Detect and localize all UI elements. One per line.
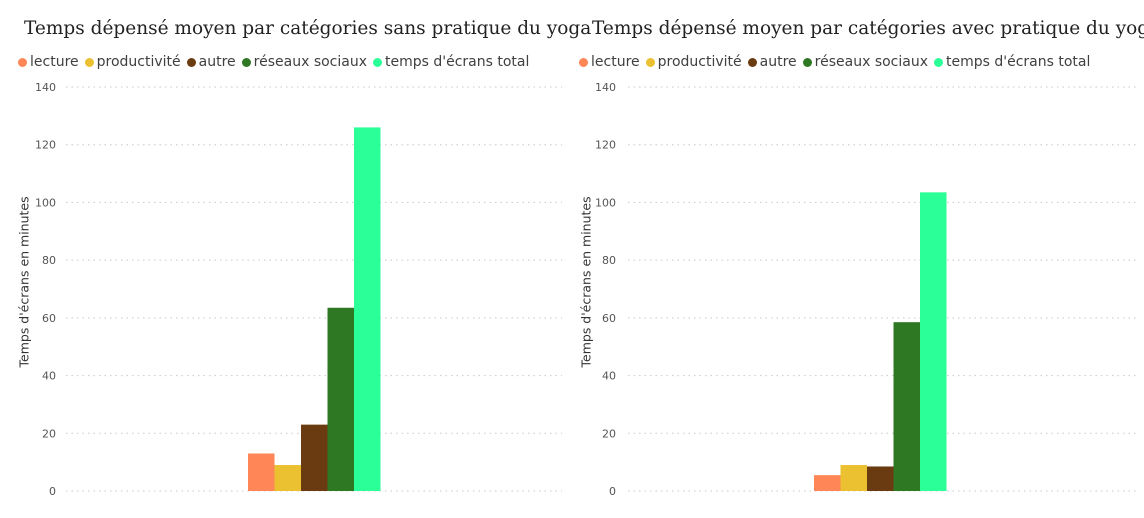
legend-label: réseaux sociaux	[814, 54, 928, 70]
y-tick-label: 80	[602, 254, 616, 267]
bar[interactable]	[248, 453, 275, 491]
bar[interactable]	[327, 307, 355, 491]
legend-item-reseaux-sociaux[interactable]: réseaux sociaux	[802, 54, 928, 70]
bar[interactable]	[867, 466, 894, 491]
legend-label: lecture	[591, 54, 640, 70]
legend-dot-icon	[645, 57, 655, 67]
legend-label: réseaux sociaux	[253, 54, 367, 70]
y-tick-label: 0	[609, 485, 616, 498]
legend-item-lecture[interactable]: lecture	[579, 54, 640, 70]
bar[interactable]	[893, 322, 921, 491]
legend-dot-icon	[241, 57, 251, 67]
bar[interactable]	[814, 475, 841, 491]
plot-area: 0 20 40 60 80 100 120 140	[595, 81, 1137, 498]
y-tick-label: 60	[602, 312, 616, 325]
chart-title: Temps dépensé moyen par catégories sans …	[24, 18, 592, 39]
chart-title: Temps dépensé moyen par catégories avec …	[592, 18, 1144, 39]
bar[interactable]	[301, 424, 328, 491]
y-tick-label: 140	[595, 81, 616, 94]
y-tick-label: 40	[42, 370, 56, 383]
legend-dot-icon	[747, 57, 757, 67]
legend-item-reseaux-sociaux[interactable]: réseaux sociaux	[241, 54, 367, 70]
chart-with-yoga: Temps dépensé moyen par catégories avec …	[572, 0, 1144, 518]
legend-dot-icon	[186, 57, 196, 67]
y-tick-label: 120	[35, 139, 56, 152]
bar[interactable]	[274, 465, 302, 491]
plot-area: 0 20 40 60 80 100 120 140	[35, 81, 562, 498]
bar[interactable]	[920, 192, 947, 492]
chart-without-yoga: Temps dépensé moyen par catégories sans …	[17, 18, 592, 498]
y-tick-label: 120	[595, 139, 616, 152]
legend-dot-icon	[934, 57, 943, 67]
legend-dot-icon	[373, 57, 382, 67]
y-tick-label: 60	[42, 312, 56, 325]
legend-dot-icon	[18, 57, 27, 67]
legend-label: temps d'écrans total	[385, 54, 530, 70]
y-tick-label: 20	[42, 427, 56, 440]
y-tick-label: 140	[35, 81, 56, 94]
legend-item-temps-ecrans-total[interactable]: temps d'écrans total	[934, 54, 1090, 70]
bar[interactable]	[354, 127, 381, 492]
y-tick-label: 40	[602, 370, 616, 383]
y-tick-label: 100	[35, 196, 56, 209]
legend-item-autre[interactable]: autre	[186, 54, 236, 70]
y-tick-label: 80	[42, 254, 56, 267]
y-tick-label: 100	[595, 196, 616, 209]
legend-label: lecture	[30, 54, 79, 70]
bar[interactable]	[840, 465, 868, 491]
legend-dot-icon	[802, 57, 812, 67]
legend-label: productivité	[657, 54, 742, 70]
legend-label: productivité	[96, 54, 181, 70]
legend-item-lecture[interactable]: lecture	[18, 54, 79, 70]
y-tick-label: 20	[602, 427, 616, 440]
legend-dot-icon	[84, 57, 94, 67]
legend-label: autre	[198, 54, 236, 70]
legend-dot-icon	[579, 57, 588, 67]
legend-label: temps d'écrans total	[946, 54, 1091, 70]
legend: lecture productivité autre réseaux socia…	[18, 54, 535, 70]
legend-item-autre[interactable]: autre	[747, 54, 797, 70]
y-tick-label: 0	[49, 485, 56, 498]
legend-label: autre	[759, 54, 797, 70]
legend: lecture productivité autre réseaux socia…	[579, 54, 1096, 70]
legend-item-productivite[interactable]: productivité	[645, 54, 742, 70]
legend-item-productivite[interactable]: productivité	[84, 54, 181, 70]
legend-item-temps-ecrans-total[interactable]: temps d'écrans total	[373, 54, 529, 70]
